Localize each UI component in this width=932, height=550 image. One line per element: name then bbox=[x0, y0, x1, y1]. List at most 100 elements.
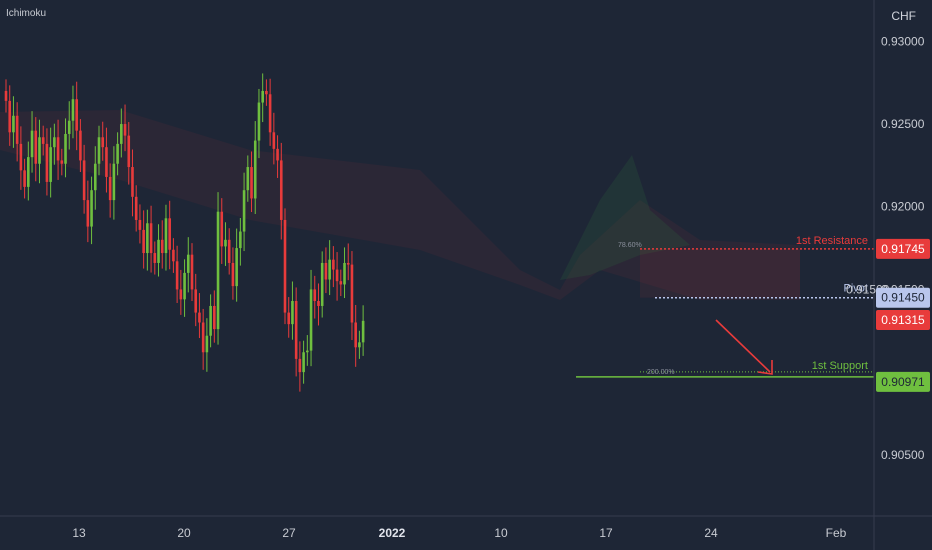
candle-body bbox=[179, 289, 183, 300]
candle-body bbox=[257, 102, 261, 141]
candle-body bbox=[101, 137, 105, 148]
candle-body bbox=[27, 157, 30, 187]
candle-body bbox=[183, 272, 186, 300]
candle-body bbox=[328, 259, 331, 280]
candle-body bbox=[153, 253, 157, 263]
resistance-price-tag: 0.91745 bbox=[881, 242, 925, 256]
forecast-arrow-line bbox=[715, 319, 771, 373]
candle-body bbox=[127, 135, 131, 168]
candle-body bbox=[86, 200, 90, 227]
candle-body bbox=[120, 124, 123, 144]
candle-body bbox=[250, 167, 253, 199]
forecast-arrowhead bbox=[757, 360, 773, 375]
candle-body bbox=[220, 211, 224, 247]
candle-body bbox=[239, 231, 242, 249]
candle-body bbox=[146, 223, 149, 254]
candle-body bbox=[272, 132, 276, 149]
cloud-bearish bbox=[0, 110, 800, 300]
candle-body bbox=[190, 254, 194, 290]
candle-body bbox=[335, 269, 339, 282]
candle-body bbox=[201, 322, 205, 353]
candle-body bbox=[302, 352, 305, 373]
candle-body bbox=[164, 218, 168, 254]
candle-body bbox=[93, 163, 97, 191]
candle-body bbox=[75, 99, 78, 131]
candle-body bbox=[53, 137, 56, 148]
pivot-price-tag-bg bbox=[876, 287, 930, 308]
candle-body bbox=[294, 301, 298, 359]
candle-body bbox=[67, 120, 71, 134]
candle-body bbox=[261, 90, 264, 103]
candle-body bbox=[213, 305, 216, 330]
fib-200-label: 200.00% bbox=[647, 369, 675, 376]
candle-body bbox=[332, 259, 335, 270]
candle-body bbox=[227, 239, 231, 263]
candle-body bbox=[38, 137, 41, 164]
y-tick-label: 0.92000 bbox=[881, 200, 925, 214]
candle-body bbox=[343, 262, 346, 285]
candle-body bbox=[242, 190, 246, 232]
candle-body bbox=[339, 281, 343, 285]
currency-label: CHF bbox=[891, 9, 916, 23]
x-tick-label: 2022 bbox=[379, 526, 406, 540]
x-tick-label: 10 bbox=[494, 526, 508, 540]
candle-body bbox=[253, 140, 257, 199]
candle-body bbox=[306, 350, 309, 353]
y-tick-label: 0.93000 bbox=[881, 34, 925, 48]
resistance-zone bbox=[640, 248, 800, 298]
candle-body bbox=[265, 90, 268, 95]
candle-body bbox=[108, 176, 112, 201]
candle-body bbox=[309, 289, 313, 351]
candle-body bbox=[131, 167, 134, 197]
x-tick-label: 13 bbox=[72, 526, 86, 540]
candle-body bbox=[172, 249, 175, 262]
candle-body bbox=[175, 261, 179, 290]
candle-body bbox=[71, 99, 75, 121]
candle-body bbox=[105, 147, 108, 177]
candle-body bbox=[313, 289, 317, 301]
candle-body bbox=[216, 211, 220, 330]
candle-body bbox=[149, 223, 153, 254]
candle-body bbox=[205, 335, 209, 353]
candle-body bbox=[276, 148, 279, 161]
candle-body bbox=[23, 170, 26, 187]
candle-body bbox=[45, 143, 49, 182]
support-price-tag-bg bbox=[876, 371, 930, 392]
current-price-tag-bg bbox=[876, 310, 930, 331]
candle-body bbox=[279, 160, 283, 220]
candle-body bbox=[317, 301, 320, 306]
candle-body bbox=[15, 115, 19, 144]
candle-body bbox=[209, 305, 212, 336]
candle-body bbox=[198, 312, 201, 323]
candle-body bbox=[30, 130, 34, 158]
x-tick-label: 20 bbox=[177, 526, 191, 540]
x-tick-label: 27 bbox=[282, 526, 296, 540]
indicator-label: Ichimoku bbox=[6, 8, 47, 19]
candle-body bbox=[97, 137, 101, 164]
candle-body bbox=[346, 262, 350, 265]
candle-body bbox=[8, 100, 12, 133]
current-price-tag: 0.91315 bbox=[881, 313, 925, 327]
candle-body bbox=[358, 342, 361, 348]
candle-body bbox=[354, 322, 357, 348]
y-tick-label: 0.92500 bbox=[881, 117, 925, 131]
candle-body bbox=[168, 218, 171, 250]
candle-body bbox=[224, 239, 227, 247]
fib-78-label: 78.60% bbox=[618, 242, 642, 249]
candle-body bbox=[112, 163, 116, 201]
candle-body bbox=[283, 219, 287, 313]
candle-body bbox=[116, 143, 119, 164]
candle-body bbox=[235, 248, 238, 287]
y-tick-label: 0.90500 bbox=[881, 448, 925, 462]
candle-body bbox=[4, 90, 8, 101]
candle-body bbox=[56, 137, 60, 161]
candle-body bbox=[49, 147, 52, 182]
candle-body bbox=[246, 167, 250, 191]
pivot-label: Pivot bbox=[844, 283, 868, 295]
x-tick-label: 17 bbox=[599, 526, 613, 540]
candle-body bbox=[90, 190, 93, 227]
candle-body bbox=[350, 264, 354, 323]
resistance-label: 1st Resistance bbox=[796, 235, 868, 247]
candle-body bbox=[60, 160, 64, 164]
